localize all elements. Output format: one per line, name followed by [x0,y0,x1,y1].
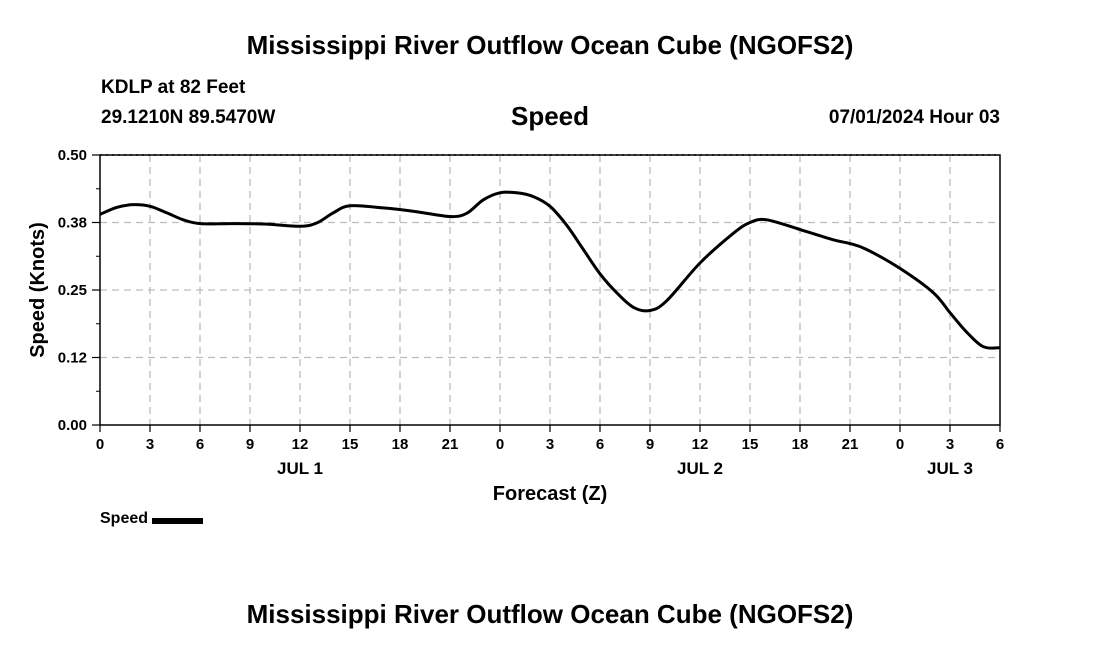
x-tick-label: 9 [646,436,654,453]
y-tick-label: 0.12 [58,350,87,367]
y-tick-label: 0.50 [58,147,87,164]
legend-label-speed: Speed [100,510,149,527]
footer-title: Mississippi River Outflow Ocean Cube (NG… [246,599,854,629]
plot-frame [99,154,1001,426]
legend-swatch-speed [152,517,204,524]
x-tick-label: 15 [742,436,759,453]
station-label: KDLP at 82 Feet [101,77,246,98]
series-line-speed [99,190,1001,350]
day-label: JUL 3 [927,459,973,478]
x-tick-label: 6 [596,436,604,453]
station-coordinates: 29.1210N 89.5470W [101,107,276,128]
day-label: JUL 2 [677,459,723,478]
legend: Speed [100,510,204,528]
x-tick-label: 6 [996,436,1004,453]
day-label: JUL 1 [277,459,323,478]
grid-lines [100,154,1000,425]
y-tick-label: 0.25 [58,282,87,299]
x-tick-label: 0 [96,436,104,453]
x-tick-label: 3 [546,436,554,453]
x-tick-label: 9 [246,436,254,453]
y-axis-title: Speed (Knots) [27,222,49,358]
x-tick-label: 12 [692,436,709,453]
chart-title: Mississippi River Outflow Ocean Cube (NG… [246,30,854,60]
x-tick-label: 15 [342,436,359,453]
axis-ticks: 0 3 6 9 12 15 18 21 0 3 6 9 12 15 18 21 0 3 6 JUL 1 JUL 2 JUL… [58,147,1004,478]
x-tick-label: 18 [392,436,409,453]
x-axis-title: Forecast (Z) [493,483,607,505]
x-tick-label: 21 [842,436,859,453]
y-tick-label: 0.00 [58,417,87,434]
x-tick-label: 3 [146,436,154,453]
x-tick-label: 12 [292,436,309,453]
x-tick-label: 6 [196,436,204,453]
chart-subtitle: Speed [510,101,590,131]
x-tick-label: 21 [442,436,459,453]
x-tick-label: 18 [792,436,809,453]
x-tick-label: 0 [896,436,904,453]
forecast-datetime: 07/01/2024 Hour 03 [828,107,1000,128]
x-tick-label: 3 [946,436,954,453]
y-tick-label: 0.38 [58,215,87,232]
x-tick-label: 0 [496,436,504,453]
